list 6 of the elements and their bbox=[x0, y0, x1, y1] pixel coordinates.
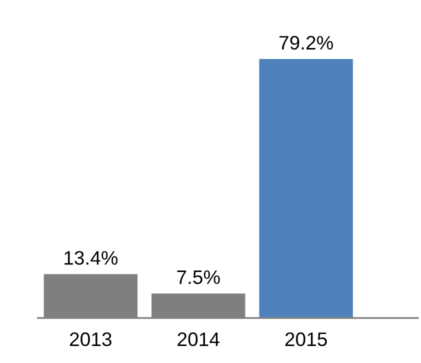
x-tick-label: 2013 bbox=[70, 332, 112, 346]
data-label: 7.5% bbox=[177, 270, 220, 284]
data-label: 13.4% bbox=[64, 251, 118, 265]
data-label: 79.2% bbox=[279, 36, 333, 50]
x-tick-label: 2014 bbox=[178, 332, 220, 346]
x-tick-label: 2015 bbox=[285, 332, 327, 346]
